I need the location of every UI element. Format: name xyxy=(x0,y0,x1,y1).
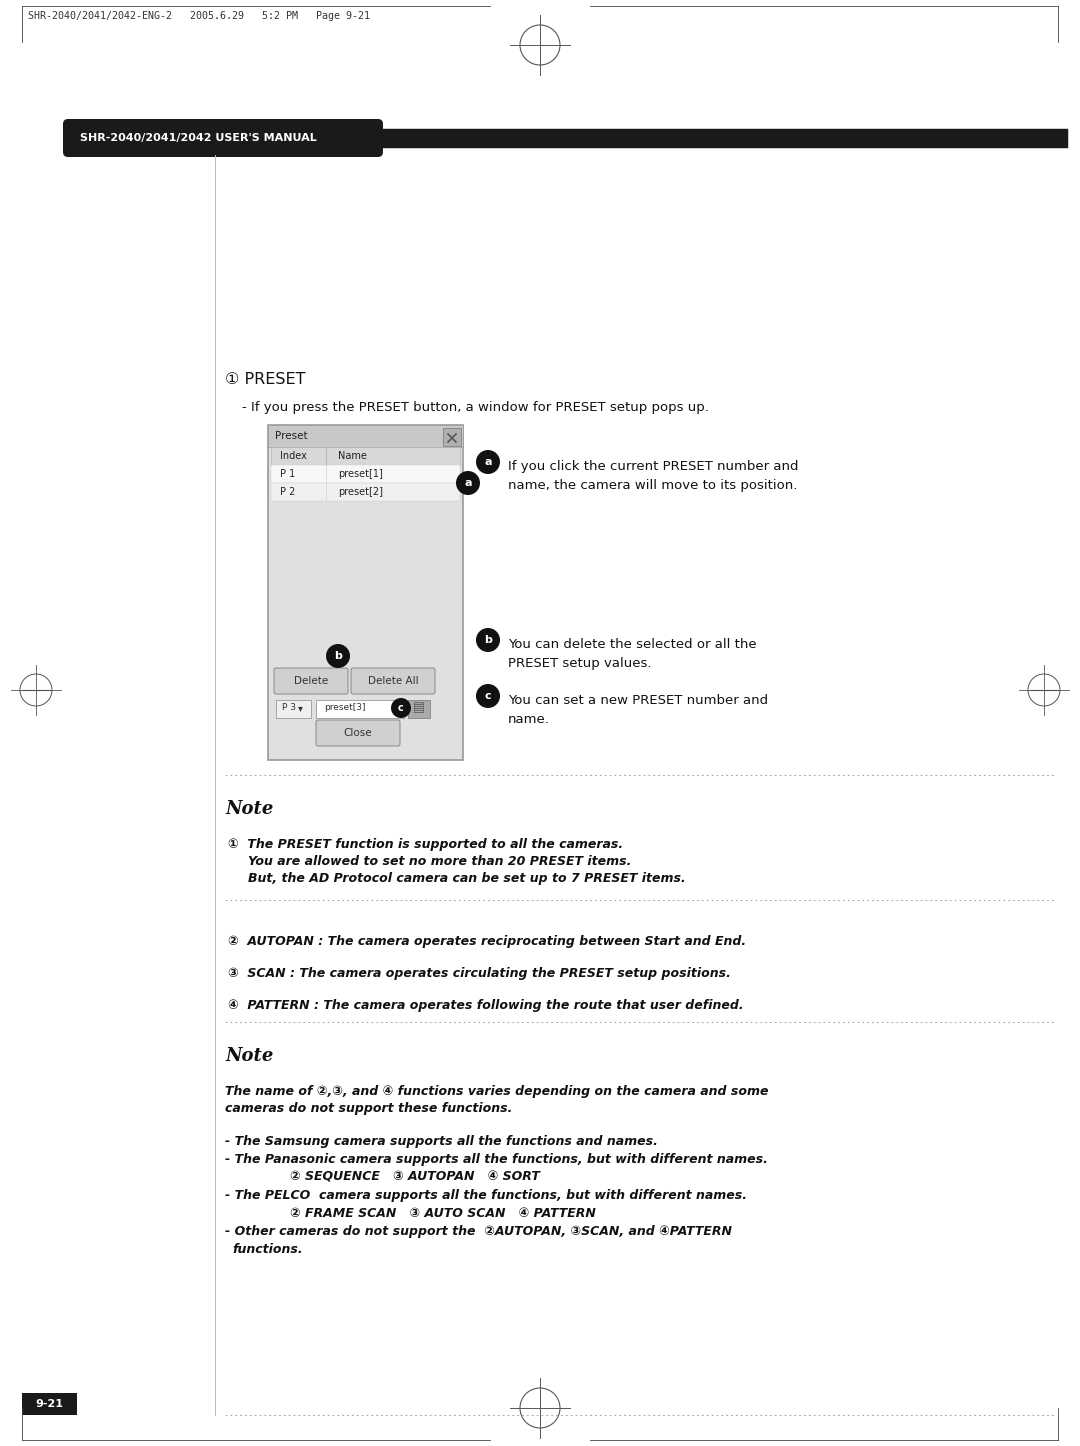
FancyBboxPatch shape xyxy=(316,700,404,719)
Text: ▾: ▾ xyxy=(298,703,302,713)
Text: - If you press the PRESET button, a window for PRESET setup pops up.: - If you press the PRESET button, a wind… xyxy=(242,402,708,415)
Text: ② FRAME SCAN   ③ AUTO SCAN   ④ PATTERN: ② FRAME SCAN ③ AUTO SCAN ④ PATTERN xyxy=(291,1207,596,1220)
FancyBboxPatch shape xyxy=(443,428,461,445)
Text: - The Panasonic camera supports all the functions, but with different names.: - The Panasonic camera supports all the … xyxy=(225,1152,768,1165)
Text: Index: Index xyxy=(280,451,307,461)
Text: Note: Note xyxy=(225,800,273,818)
Text: preset[3]: preset[3] xyxy=(324,704,365,713)
Text: - The PELCO  camera supports all the functions, but with different names.: - The PELCO camera supports all the func… xyxy=(225,1189,747,1202)
Text: But, the AD Protocol camera can be set up to 7 PRESET items.: But, the AD Protocol camera can be set u… xyxy=(248,872,686,885)
Circle shape xyxy=(476,684,500,709)
Text: Delete: Delete xyxy=(294,675,328,685)
FancyBboxPatch shape xyxy=(268,425,463,447)
Circle shape xyxy=(391,698,411,719)
FancyBboxPatch shape xyxy=(271,447,460,466)
FancyBboxPatch shape xyxy=(268,425,463,761)
Text: You can set a new PRESET number and
name.: You can set a new PRESET number and name… xyxy=(508,694,768,726)
Text: functions.: functions. xyxy=(232,1244,302,1257)
Text: a: a xyxy=(464,479,472,487)
Text: - Other cameras do not support the  ②AUTOPAN, ③SCAN, and ④PATTERN: - Other cameras do not support the ②AUTO… xyxy=(225,1225,732,1238)
Text: Close: Close xyxy=(343,727,373,737)
Text: c: c xyxy=(399,703,404,713)
FancyBboxPatch shape xyxy=(274,668,348,694)
Text: SHR-2040/2041/2042-ENG-2   2005.6.29   5:2 PM   Page 9-21: SHR-2040/2041/2042-ENG-2 2005.6.29 5:2 P… xyxy=(28,12,370,22)
FancyBboxPatch shape xyxy=(408,700,430,719)
Text: Delete All: Delete All xyxy=(367,675,418,685)
Text: P 2: P 2 xyxy=(280,487,295,497)
FancyBboxPatch shape xyxy=(276,700,311,719)
Circle shape xyxy=(326,643,350,668)
Text: b: b xyxy=(484,635,491,645)
Text: a: a xyxy=(484,457,491,467)
Text: You are allowed to set no more than 20 PRESET items.: You are allowed to set no more than 20 P… xyxy=(248,855,632,868)
Text: b: b xyxy=(334,651,342,661)
Text: cameras do not support these functions.: cameras do not support these functions. xyxy=(225,1102,512,1115)
FancyBboxPatch shape xyxy=(316,720,400,746)
Text: If you click the current PRESET number and
name, the camera will move to its pos: If you click the current PRESET number a… xyxy=(508,460,798,492)
Text: ② SEQUENCE   ③ AUTOPAN   ④ SORT: ② SEQUENCE ③ AUTOPAN ④ SORT xyxy=(291,1171,540,1184)
Text: Preset: Preset xyxy=(275,431,308,441)
FancyBboxPatch shape xyxy=(22,1392,77,1416)
Text: ③  SCAN : The camera operates circulating the PRESET setup positions.: ③ SCAN : The camera operates circulating… xyxy=(228,967,731,980)
Text: ②  AUTOPAN : The camera operates reciprocating between Start and End.: ② AUTOPAN : The camera operates reciproc… xyxy=(228,936,746,949)
Circle shape xyxy=(456,471,480,495)
FancyBboxPatch shape xyxy=(63,119,383,158)
Circle shape xyxy=(476,450,500,474)
Text: preset[2]: preset[2] xyxy=(338,487,383,497)
FancyBboxPatch shape xyxy=(271,483,460,500)
Circle shape xyxy=(476,628,500,652)
Text: ① PRESET: ① PRESET xyxy=(225,373,306,388)
Text: ①  The PRESET function is supported to all the cameras.: ① The PRESET function is supported to al… xyxy=(228,839,623,852)
FancyBboxPatch shape xyxy=(351,668,435,694)
Text: ④  PATTERN : The camera operates following the route that user defined.: ④ PATTERN : The camera operates followin… xyxy=(228,999,744,1012)
Text: The name of ②,③, and ④ functions varies depending on the camera and some: The name of ②,③, and ④ functions varies … xyxy=(225,1084,769,1098)
Text: 9-21: 9-21 xyxy=(35,1398,63,1408)
Text: c: c xyxy=(485,691,491,701)
Text: ▤: ▤ xyxy=(414,701,424,714)
Text: preset[1]: preset[1] xyxy=(338,469,383,479)
Text: - The Samsung camera supports all the functions and names.: - The Samsung camera supports all the fu… xyxy=(225,1135,658,1148)
Text: P 1: P 1 xyxy=(280,469,295,479)
Text: P 3: P 3 xyxy=(282,704,296,713)
FancyBboxPatch shape xyxy=(271,466,460,483)
Text: Note: Note xyxy=(225,1047,273,1066)
Text: Name: Name xyxy=(338,451,367,461)
Text: SHR-2040/2041/2042 USER'S MANUAL: SHR-2040/2041/2042 USER'S MANUAL xyxy=(80,133,316,143)
Text: You can delete the selected or all the
PRESET setup values.: You can delete the selected or all the P… xyxy=(508,638,757,669)
